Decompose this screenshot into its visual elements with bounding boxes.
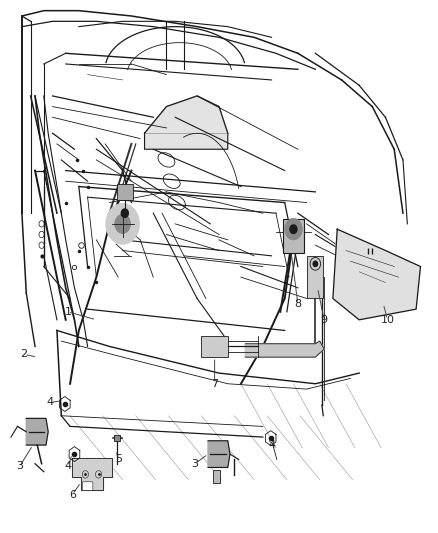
Bar bbox=[307, 256, 323, 298]
Bar bbox=[213, 470, 220, 483]
Text: 7: 7 bbox=[211, 379, 218, 389]
Text: 2: 2 bbox=[21, 350, 28, 359]
Bar bbox=[283, 219, 304, 253]
Bar bbox=[117, 184, 133, 200]
Text: 6: 6 bbox=[69, 490, 76, 499]
Text: 5: 5 bbox=[115, 455, 122, 464]
Text: 8: 8 bbox=[294, 299, 301, 309]
Text: 3: 3 bbox=[191, 459, 198, 469]
Polygon shape bbox=[145, 96, 228, 149]
Circle shape bbox=[106, 204, 139, 244]
Text: 4: 4 bbox=[268, 440, 275, 450]
Circle shape bbox=[290, 225, 297, 233]
Text: 4: 4 bbox=[47, 398, 54, 407]
Polygon shape bbox=[26, 418, 48, 445]
FancyBboxPatch shape bbox=[82, 482, 93, 490]
Circle shape bbox=[285, 219, 302, 240]
Text: 3: 3 bbox=[16, 462, 23, 471]
Polygon shape bbox=[245, 341, 324, 357]
Circle shape bbox=[115, 214, 131, 233]
Text: 4: 4 bbox=[64, 462, 71, 471]
Polygon shape bbox=[72, 458, 112, 490]
Text: 1: 1 bbox=[64, 307, 71, 317]
Text: 10: 10 bbox=[381, 315, 395, 325]
Text: 9: 9 bbox=[321, 315, 328, 325]
Bar bbox=[201, 336, 228, 357]
Polygon shape bbox=[208, 441, 230, 467]
Circle shape bbox=[121, 209, 128, 217]
Polygon shape bbox=[333, 229, 420, 320]
Circle shape bbox=[313, 261, 318, 266]
